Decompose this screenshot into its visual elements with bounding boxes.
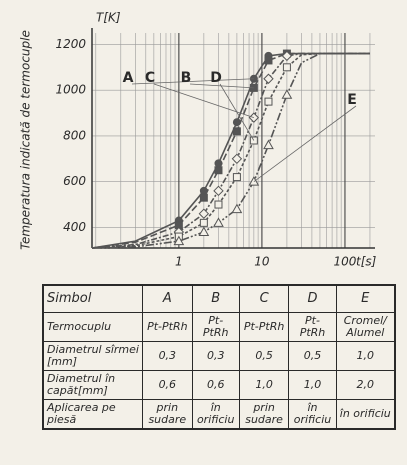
table-cell: 0,6 [142,370,193,400]
marker [264,56,273,65]
table-cell: Simbol [42,284,143,313]
table-cell: în orificiu [288,399,337,430]
marker [282,63,291,72]
table-cell: Pt-PtRh [142,312,193,342]
table-cell: Diametrul sîrmei [mm] [42,341,143,371]
series-label: B [181,70,192,86]
table-cell: C [238,284,290,313]
chart: Temperatura indicată de termocuple T[K] … [19,11,377,269]
series-line [91,52,370,249]
x-tick-label: 1 [175,255,183,269]
marker [249,136,258,145]
table-cell: Cromel/ Alumel [335,312,396,342]
y-unit: T[K] [96,11,121,25]
x-tick-label: 10 [254,255,270,269]
marker [199,218,208,227]
x-unit: t[s] [356,255,377,269]
marker [281,89,293,99]
table-cell: 2,0 [335,370,396,400]
y-tick-label: 600 [63,174,86,188]
marker [281,50,293,62]
table-cell: Pt-PtRh [288,312,337,342]
table-cell: B [191,284,240,313]
table-cell: 1,0 [288,370,337,400]
leader-line [219,83,255,141]
table-row: Termocuplu Pt-PtRh Pt-PtRh Pt-PtRh Pt-PtRh Cr… [42,312,396,342]
marker [248,176,260,186]
marker [263,73,274,84]
marker [263,139,274,150]
table-cell: E [335,284,396,313]
table-cell: 1,0 [335,341,396,371]
series-label: A [123,70,134,86]
marker [232,127,241,136]
y-axis-label: Temperatura indicată de termocuple [19,30,33,250]
table-cell: 0,5 [238,341,290,371]
y-tick-label: 800 [63,128,86,142]
table-cell: Termocuplu [42,312,143,342]
table-cell: în orificiu [335,399,396,430]
y-tick-label: 400 [63,220,86,234]
marker [248,112,260,123]
series-line [91,52,370,249]
series-line [91,52,370,249]
table-header: Simbol A B C D E [42,284,396,313]
table-cell: prin sudare [238,399,290,430]
marker [213,185,224,197]
marker [213,217,224,227]
table-cell: în orificiu [191,399,240,430]
y-tick-label: 1000 [55,83,86,97]
table-cell: prin sudare [142,399,193,430]
table-row: Diametrul sîrmei [mm] 0,3 0,3 0,5 0,5 1,0 [42,341,396,371]
marker [173,235,185,246]
marker [232,118,241,127]
table-cell: 0,3 [191,341,240,371]
table-cell: Pt-PtRh [238,312,290,342]
x-tick-label: 100 [334,255,357,269]
table: Simbol A B C D E Termocuplu Pt-PtRh Pt-PtRh Pt-Pt… [42,284,396,430]
marker [264,97,273,106]
marker [231,203,243,214]
table-row: Aplicarea pe piesă prin sudare în orificiu… [42,399,396,430]
marker [214,166,223,175]
series-line [91,52,370,249]
table-cell: 0,6 [191,370,240,400]
marker [198,226,210,236]
y-tick-label: 1200 [55,37,86,51]
series-label: E [347,92,357,108]
series-label: C [145,70,155,86]
leader-line [189,83,254,89]
series-line [91,52,370,249]
table-cell: Diametrul în capăt[mm] [42,370,143,400]
leader-line [253,105,357,182]
table-cell: 0,5 [288,341,337,371]
marker [231,153,243,165]
table-cell: Aplicarea pe piesă [42,399,143,430]
series-label: D [210,70,222,86]
table-cell: 0,3 [142,341,193,371]
leader-line [131,78,254,85]
table-cell: Pt-PtRh [191,312,240,342]
table-cell: 1,0 [238,370,290,400]
table-cell: A [142,284,193,313]
table-cell: D [288,284,337,313]
table-row: Diametrul în capăt[mm] 0,6 0,6 1,0 1,0 2,0 [42,370,396,400]
marker [232,173,241,182]
marker [199,193,208,202]
marker [214,200,223,209]
marker [198,208,210,219]
